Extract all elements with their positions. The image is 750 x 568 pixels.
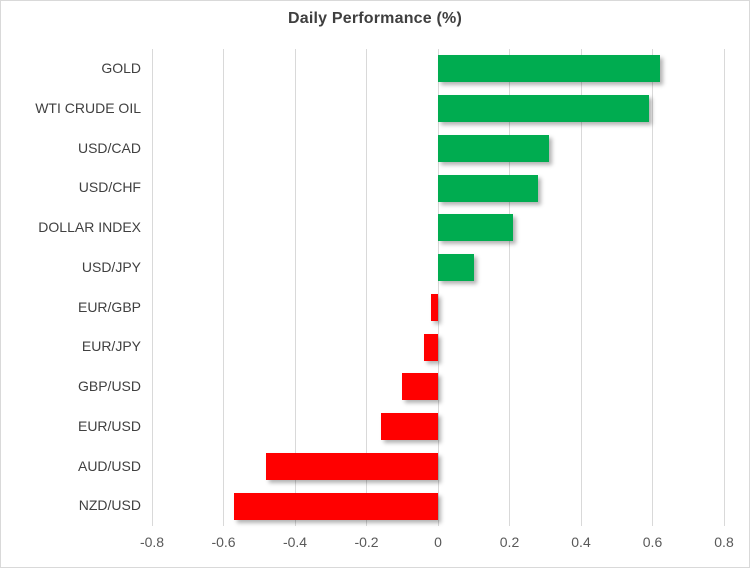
value-axis: -0.8 -0.6 -0.4 -0.2 0 0.2 0.4 0.6 0.8 (140, 534, 734, 554)
category-label-eur-gbp: EUR/GBP (77, 298, 141, 315)
bar-nzd-usd (234, 492, 438, 520)
xtick-label-0.8: 0.8 (714, 534, 734, 550)
bar-usd-cad (438, 134, 549, 162)
bar-dollar-index (438, 214, 514, 242)
bar-usd-chf (438, 174, 539, 202)
gridline--0.6 (223, 49, 224, 526)
gridline--0.2 (366, 49, 367, 526)
bar-gold (438, 55, 660, 83)
chart-title: Daily Performance (%) (287, 10, 463, 27)
bar-eur-jpy (423, 333, 438, 361)
gridline--0.4 (294, 49, 296, 526)
gridline--0.8 (151, 49, 153, 526)
bar-eur-usd (380, 413, 438, 441)
category-label-aud-usd: AUD/USD (77, 457, 141, 474)
category-axis: GOLD WTI CRUDE OIL USD/CAD USD/CHF DOLLAR IN… (1, 49, 141, 526)
xtick-label-0.6: 0.6 (642, 534, 663, 550)
gridline-0 (437, 49, 439, 526)
bar-usd-jpy (438, 254, 474, 282)
xtick-label--0.4: -0.4 (282, 534, 308, 550)
gridline-0.2 (509, 49, 510, 526)
bar-wti-crude-oil (438, 95, 649, 123)
bar-aud-usd (266, 452, 438, 480)
xtick-label--0.6: -0.6 (211, 534, 236, 550)
xtick-label-0.4: 0.4 (571, 534, 591, 550)
xtick-label--0.8: -0.8 (139, 534, 165, 550)
bar-eur-gbp (430, 293, 438, 321)
xtick-label--0.2: -0.2 (354, 534, 379, 550)
category-label-eur-usd: EUR/USD (77, 417, 141, 434)
category-label-gold: GOLD (101, 60, 141, 76)
gridline-0.8 (723, 49, 725, 526)
plot-area (151, 49, 725, 526)
category-label-usd-cad: USD/CAD (77, 139, 141, 156)
category-label-dollar-index: DOLLAR INDEX (38, 219, 141, 235)
category-label-usd-jpy: USD/JPY (81, 258, 141, 275)
category-label-gbp-usd: GBP/USD (77, 378, 141, 394)
category-label-wti-crude-oil: WTI CRUDE OIL (35, 99, 141, 116)
xtick-label-0.2: 0.2 (499, 534, 520, 550)
xtick-label-0: 0 (434, 534, 442, 550)
category-label-nzd-usd: NZD/USD (78, 497, 141, 514)
bar-gbp-usd (402, 373, 438, 401)
gridline-0.6 (652, 49, 653, 526)
gridline-0.4 (580, 49, 582, 526)
category-label-eur-jpy: EUR/JPY (81, 338, 141, 355)
category-label-usd-chf: USD/CHF (78, 179, 141, 196)
